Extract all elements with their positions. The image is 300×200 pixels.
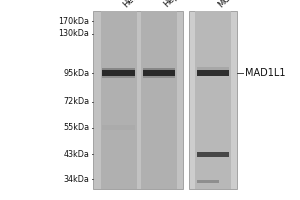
Bar xyxy=(102,125,135,130)
Bar xyxy=(102,76,135,78)
Bar xyxy=(197,67,229,70)
Bar xyxy=(195,11,231,189)
Text: HepG2: HepG2 xyxy=(162,0,189,9)
Bar xyxy=(143,70,175,76)
Bar xyxy=(100,11,136,189)
Text: MAD1L1: MAD1L1 xyxy=(244,68,285,78)
Bar xyxy=(197,152,229,157)
Text: 72kDa: 72kDa xyxy=(63,98,89,106)
Text: 34kDa: 34kDa xyxy=(64,174,89,184)
Text: 130kDa: 130kDa xyxy=(58,29,89,38)
Text: 170kDa: 170kDa xyxy=(58,17,89,25)
Bar xyxy=(197,180,220,182)
Bar xyxy=(102,70,135,76)
Text: 43kDa: 43kDa xyxy=(64,150,89,159)
Text: 95kDa: 95kDa xyxy=(63,68,89,77)
Bar xyxy=(143,76,175,78)
Text: MCF7: MCF7 xyxy=(216,0,239,9)
Bar xyxy=(197,70,229,76)
Bar xyxy=(93,11,183,189)
Bar xyxy=(141,11,177,189)
Bar xyxy=(189,11,237,189)
Text: 55kDa: 55kDa xyxy=(63,123,89,132)
Bar xyxy=(143,68,175,70)
Bar xyxy=(102,68,135,70)
Text: HeLa: HeLa xyxy=(122,0,143,9)
